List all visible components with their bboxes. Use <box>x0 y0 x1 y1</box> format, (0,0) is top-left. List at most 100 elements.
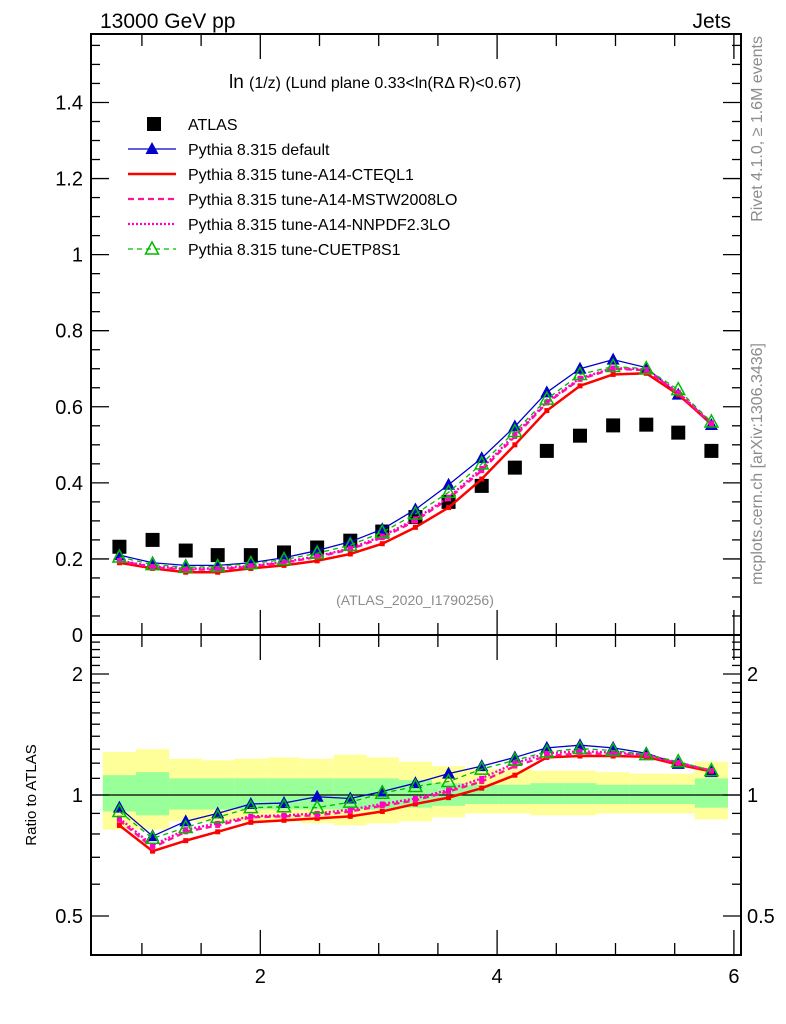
ratio-point-pythia-8-315-tune-cuetp8s1 <box>111 802 128 818</box>
ratio-point-pythia-8-315-tune-a14-nnpdf2-3lo <box>281 812 287 818</box>
ratio-point-pythia-8-315-tune-a14-nnpdf2-3lo <box>479 775 485 781</box>
ratio-point-pythia-8-315-tune-cuetp8s1 <box>342 793 359 808</box>
main-point-pythia-8-315-default <box>442 477 456 490</box>
main-point-pythia-8-315-tune-a14-nnpdf2-3lo <box>248 563 254 569</box>
main-point-pythia-8-315-tune-a14-nnpdf2-3lo <box>643 366 649 372</box>
inner-band-bin <box>201 778 235 810</box>
legend-marker <box>147 117 161 131</box>
ratio-point-pythia-8-315-default <box>442 766 456 779</box>
main-point-pythia-8-315-tune-cuetp8s1 <box>243 554 259 570</box>
ratio-point-pythia-8-315-tune-a14-cteql1 <box>215 829 221 835</box>
ratio-point-pythia-8-315-tune-cuetp8s1 <box>144 829 161 845</box>
main-line-pythia-8-315-tune-a14-cteql1 <box>119 372 713 574</box>
ratio-point-pythia-8-315-tune-a14-nnpdf2-3lo <box>610 750 616 756</box>
ratio-point-pythia-8-315-tune-a14-nnpdf2-3lo <box>412 796 418 802</box>
main-point-pythia-8-315-tune-a14-nnpdf2-3lo <box>708 420 714 426</box>
main-point-pythia-8-315-tune-a14-nnpdf2-3lo <box>577 375 583 381</box>
legend-label: Pythia 8.315 tune-A14-CTEQL1 <box>188 167 414 184</box>
ratio-point-pythia-8-315-tune-cuetp8s1 <box>243 799 259 814</box>
main-point-pythia-8-315-tune-a14-cteql1 <box>610 371 616 377</box>
ratio-point-pythia-8-315-tune-cuetp8s1 <box>605 741 621 757</box>
ratio-y-tick-label-right: 2 <box>747 664 758 686</box>
ratio-point-pythia-8-315-tune-cuetp8s1 <box>670 753 687 768</box>
ratio-y-tick-label: 0.5 <box>55 906 83 928</box>
main-point-pythia-8-315-tune-cuetp8s1 <box>703 413 720 428</box>
main-point-pythia-8-315-tune-a14-nnpdf2-3lo <box>379 533 385 539</box>
legend-entry-pythia-8-315-tune-a14-mstw2008lo: Pythia 8.315 tune-A14-MSTW2008LO <box>128 192 457 209</box>
ratio-point-pythia-8-315-tune-a14-cteql1 <box>412 801 418 807</box>
main-point-pythia-8-315-tune-cuetp8s1 <box>572 365 588 381</box>
legend-marker <box>144 240 160 255</box>
main-point-atlas <box>671 425 686 440</box>
header-right: Jets <box>692 10 731 33</box>
rivet-label: Rivet 4.1.0, ≥ 1.6M events <box>749 36 766 222</box>
ratio-point-pythia-8-315-tune-a14-cteql1 <box>150 848 156 854</box>
main-point-pythia-8-315-tune-a14-nnpdf2-3lo <box>610 365 616 371</box>
ratio-series-pythia-8-315-tune-a14-nnpdf2-3lo <box>116 748 714 848</box>
ratio-point-pythia-8-315-tune-a14-nnpdf2-3lo <box>675 759 681 765</box>
legend-entry-pythia-8-315-default: Pythia 8.315 default <box>128 142 330 159</box>
ratio-point-pythia-8-315-tune-cuetp8s1 <box>309 799 325 814</box>
ratio-point-pythia-8-315-tune-a14-nnpdf2-3lo <box>577 748 583 754</box>
ratio-line-pythia-8-315-tune-cuetp8s1 <box>119 747 712 840</box>
x-tick-label: 2 <box>255 966 266 988</box>
y-tick-label: 1.2 <box>55 169 83 191</box>
ratio-point-pythia-8-315-tune-cuetp8s1 <box>374 784 391 800</box>
legend-marker <box>145 142 159 154</box>
main-point-pythia-8-315-tune-cuetp8s1 <box>144 556 161 571</box>
legend-label: Pythia 8.315 tune-CUETP8S1 <box>188 242 401 259</box>
ratio-bands <box>91 749 741 830</box>
y-tick-label: 0.2 <box>55 549 83 571</box>
ratio-point-pythia-8-315-tune-cuetp8s1 <box>638 746 655 761</box>
main-point-pythia-8-315-tune-cuetp8s1 <box>440 483 457 499</box>
main-series <box>111 352 720 575</box>
main-point-pythia-8-315-tune-a14-cteql1 <box>446 505 452 511</box>
main-point-pythia-8-315-tune-cuetp8s1 <box>177 558 194 574</box>
ratio-y-tick-label: 1 <box>72 785 83 807</box>
main-point-pythia-8-315-tune-cuetp8s1 <box>539 390 555 405</box>
ratio-point-pythia-8-315-tune-a14-cteql1 <box>347 813 353 819</box>
main-series-pythia-8-315-tune-a14-nnpdf2-3lo <box>116 365 714 572</box>
ratio-point-pythia-8-315-tune-cuetp8s1 <box>276 798 292 813</box>
main-point-pythia-8-315-tune-cuetp8s1 <box>209 557 226 573</box>
mcplots-label: mcplots.cern.ch [arXiv:1306.3436] <box>749 343 766 585</box>
ratio-point-pythia-8-315-tune-a14-cteql1 <box>116 822 122 828</box>
inner-band-bin <box>694 778 728 808</box>
main-point-pythia-8-315-tune-a14-cteql1 <box>512 442 518 448</box>
inner-band-bin <box>498 784 532 804</box>
x-tick-label: 6 <box>728 966 739 988</box>
main-line-pythia-8-315-tune-cuetp8s1 <box>119 365 712 568</box>
ratio-y-tick-label-right: 1 <box>747 785 758 807</box>
ratio-point-pythia-8-315-tune-cuetp8s1 <box>507 751 523 767</box>
main-point-atlas <box>539 443 554 458</box>
main-point-pythia-8-315-tune-cuetp8s1 <box>374 523 391 539</box>
main-point-atlas <box>210 548 225 563</box>
y-tick-label: 0 <box>72 625 83 647</box>
main-point-pythia-8-315-default <box>211 558 225 571</box>
main-point-pythia-8-315-tune-a14-nnpdf2-3lo <box>183 566 189 572</box>
main-point-atlas <box>145 532 160 547</box>
main-point-pythia-8-315-tune-cuetp8s1 <box>507 422 523 438</box>
legend-entry-atlas: ATLAS <box>147 117 238 134</box>
main-series-pythia-8-315-tune-cuetp8s1 <box>111 357 720 574</box>
main-point-atlas <box>112 539 127 554</box>
main-point-atlas <box>572 428 587 443</box>
y-tick-label: 0.8 <box>55 321 83 343</box>
y-tick-label: 0.6 <box>55 397 83 419</box>
main-point-pythia-8-315-tune-a14-cteql1 <box>479 476 485 482</box>
legend: ATLAS Pythia 8.315 default Pythia 8.315 tu… <box>128 117 457 259</box>
main-line-pythia-8-315-tune-a14-mstw2008lo <box>119 367 713 571</box>
axes: 0 0.2 0.4 0.6 0.8 1 1.2 1.4 2 4 6 0.5 0.5 1 1 2 2 <box>55 33 775 988</box>
legend-label: Pythia 8.315 tune-A14-MSTW2008LO <box>188 192 457 209</box>
main-point-pythia-8-315-tune-cuetp8s1 <box>407 505 424 520</box>
plot-title-ln: ln <box>229 72 244 93</box>
main-point-pythia-8-315-tune-a14-nnpdf2-3lo <box>116 557 122 563</box>
ratio-point-pythia-8-315-tune-a14-nnpdf2-3lo <box>544 750 550 756</box>
main-line-pythia-8-315-default <box>119 358 712 567</box>
main-point-pythia-8-315-tune-cuetp8s1 <box>473 455 490 470</box>
main-point-atlas <box>606 418 621 433</box>
main-point-atlas <box>704 443 719 458</box>
ratio-point-pythia-8-315-tune-a14-cteql1 <box>446 795 452 801</box>
ratio-point-pythia-8-315-tune-a14-nnpdf2-3lo <box>347 807 353 813</box>
